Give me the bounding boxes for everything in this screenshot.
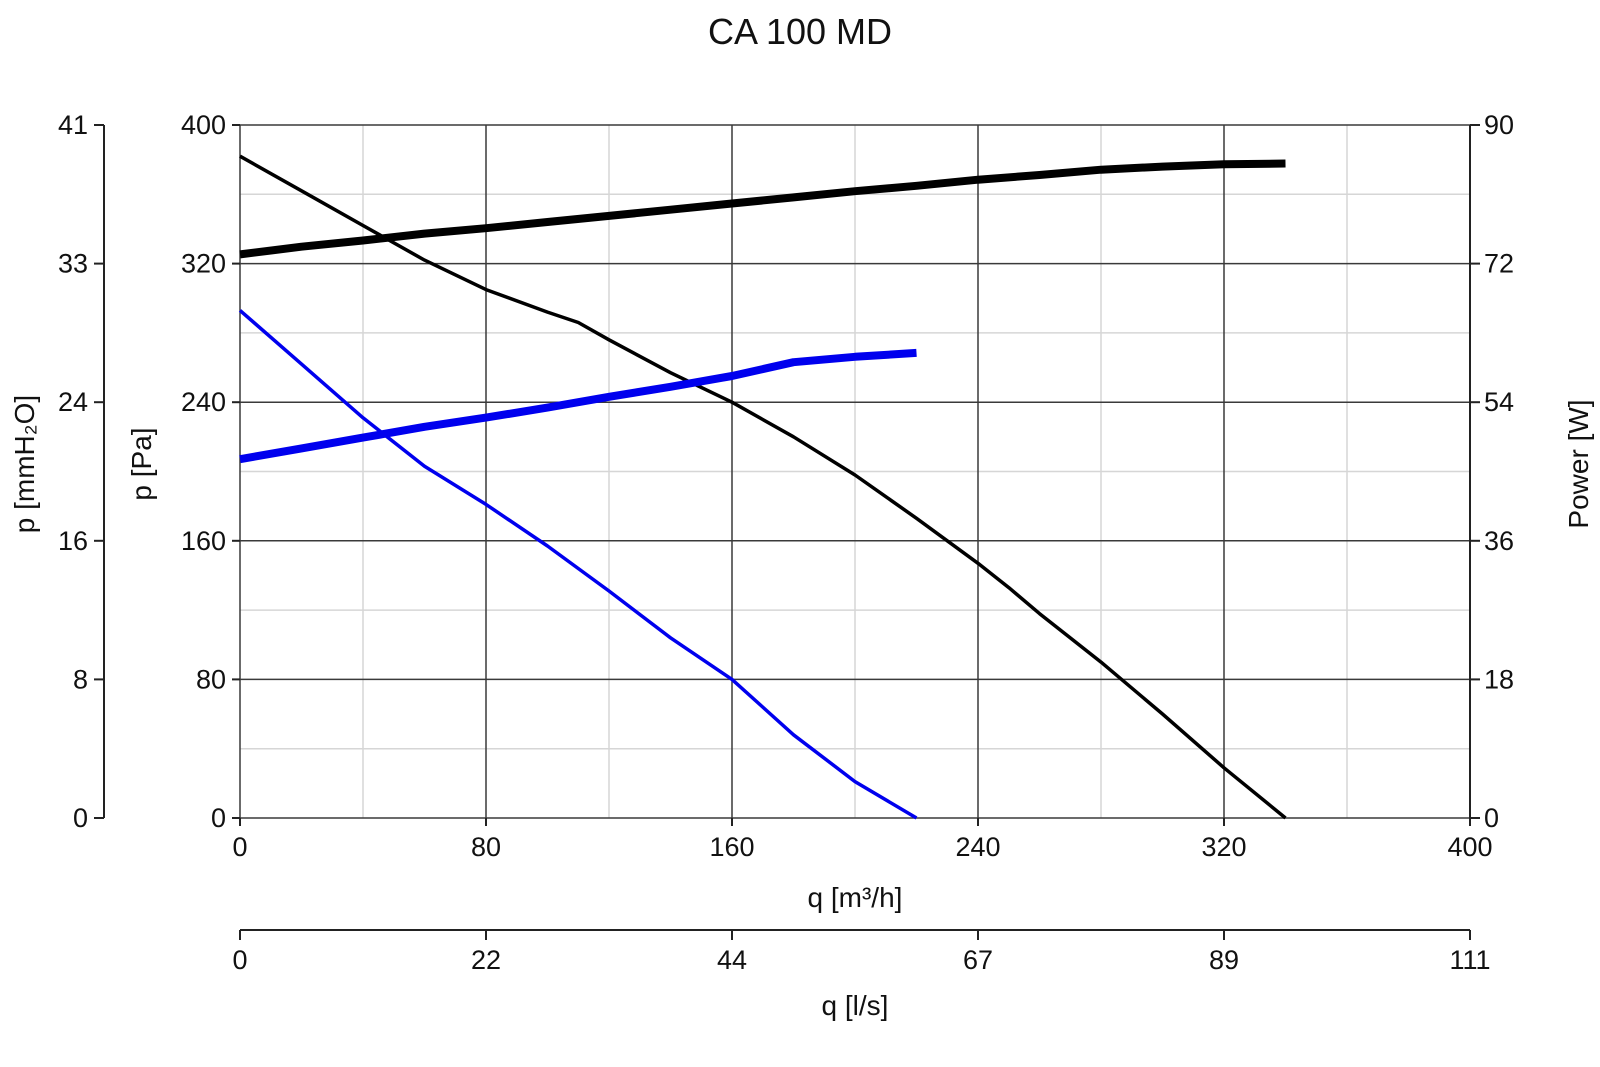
- power-curve-blue: [239, 348, 917, 464]
- pa-tick-label: 240: [181, 387, 226, 417]
- m3h-tick-label: 80: [471, 832, 501, 862]
- chart-title: CA 100 MD: [708, 11, 892, 52]
- pa-tick-label: 80: [196, 664, 226, 694]
- mmh2o-tick-label: 33: [58, 249, 88, 279]
- x-axis-label-ls: q [l/s]: [822, 990, 889, 1021]
- power-curve-black: [239, 159, 1286, 259]
- pressure-curve-black: [239, 154, 1287, 820]
- pa-tick-label: 0: [211, 803, 226, 833]
- pa-tick-label: 320: [181, 249, 226, 279]
- mmh2o-tick-label: 8: [73, 664, 88, 694]
- pressure-curve-blue: [238, 309, 918, 820]
- power-tick-label: 90: [1484, 110, 1514, 140]
- power-tick-label: 72: [1484, 249, 1514, 279]
- pa-tick-label: 400: [181, 110, 226, 140]
- ls-tick-label: 111: [1449, 945, 1490, 975]
- m3h-tick-label: 240: [955, 832, 1000, 862]
- power-tick-label: 54: [1484, 387, 1514, 417]
- m3h-tick-label: 320: [1201, 832, 1246, 862]
- m3h-tick-label: 160: [709, 832, 754, 862]
- major-grid: [239, 124, 1471, 819]
- ls-tick-label: 44: [717, 945, 747, 975]
- power-tick-label: 18: [1484, 664, 1514, 694]
- x-axis-label-m3h: q [m³/h]: [808, 882, 903, 913]
- m3h-tick-label: 0: [232, 832, 247, 862]
- mmh2o-tick-label: 41: [58, 110, 88, 140]
- ls-tick-label: 89: [1209, 945, 1239, 975]
- y-axis-label-mmh2o: p [mmH₂O]: [9, 395, 40, 533]
- ls-tick-label: 0: [232, 945, 247, 975]
- ls-tick-label: 67: [963, 945, 993, 975]
- y-axis-label-power: Power [W]: [1563, 399, 1594, 528]
- ls-tick-label: 22: [471, 945, 501, 975]
- pa-tick-label: 160: [181, 526, 226, 556]
- y-axis-label-pa: p [Pa]: [126, 427, 157, 500]
- power-tick-label: 0: [1484, 803, 1499, 833]
- minor-grid: [240, 125, 1470, 818]
- power-tick-label: 36: [1484, 526, 1514, 556]
- curves: [238, 154, 1287, 820]
- mmh2o-tick-label: 24: [58, 387, 88, 417]
- mmh2o-tick-label: 0: [73, 803, 88, 833]
- mmh2o-tick-label: 16: [58, 526, 88, 556]
- axes: [94, 124, 1480, 940]
- m3h-tick-label: 400: [1447, 832, 1492, 862]
